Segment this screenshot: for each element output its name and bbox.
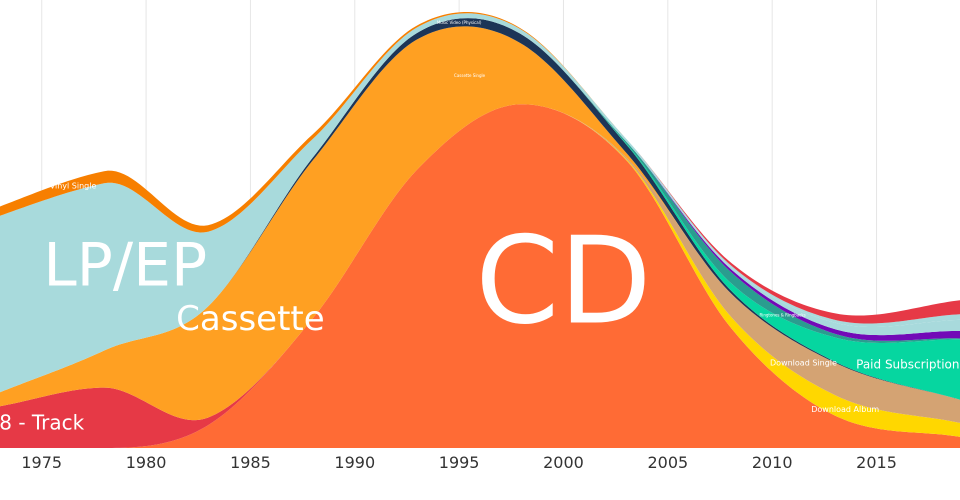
x-tick-label: 1995 (439, 453, 480, 472)
x-axis: 1975 1980 1985 1990 1995 2000 2005 2010 2015 (21, 453, 897, 472)
stream-layer-download-album (0, 104, 960, 448)
stream-layers (0, 12, 960, 448)
series-label: Download Single (770, 358, 837, 367)
stream-layer-8-track (0, 104, 960, 448)
x-tick-label: 2015 (856, 453, 897, 472)
series-label: 8 - Track (0, 411, 85, 435)
x-tick-label: 2000 (543, 453, 584, 472)
series-label: CD (475, 213, 651, 352)
x-tick-label: 1985 (230, 453, 271, 472)
series-label: LP/EP (43, 231, 207, 301)
x-tick-label: 1980 (126, 453, 167, 472)
series-label: Vinyl Single (50, 181, 97, 190)
series-label: Download Album (811, 405, 879, 414)
x-tick-label: 1975 (21, 453, 62, 472)
series-label: Music Video (Physical) (437, 20, 482, 25)
x-tick-label: 1990 (334, 453, 375, 472)
stream-layer-download-single (0, 104, 960, 423)
stream-layer-cassette (0, 26, 960, 421)
series-label: Paid Subscription (856, 357, 959, 371)
series-label: Ringtones & Ringbacks (759, 312, 805, 317)
stream-layer-paid-subscription (0, 18, 960, 400)
x-tick-label: 2010 (752, 453, 793, 472)
x-tick-label: 2005 (647, 453, 688, 472)
series-label: Cassette (176, 299, 325, 339)
series-label: Cassette Single (454, 73, 486, 78)
stream-layer-cd (0, 104, 960, 448)
